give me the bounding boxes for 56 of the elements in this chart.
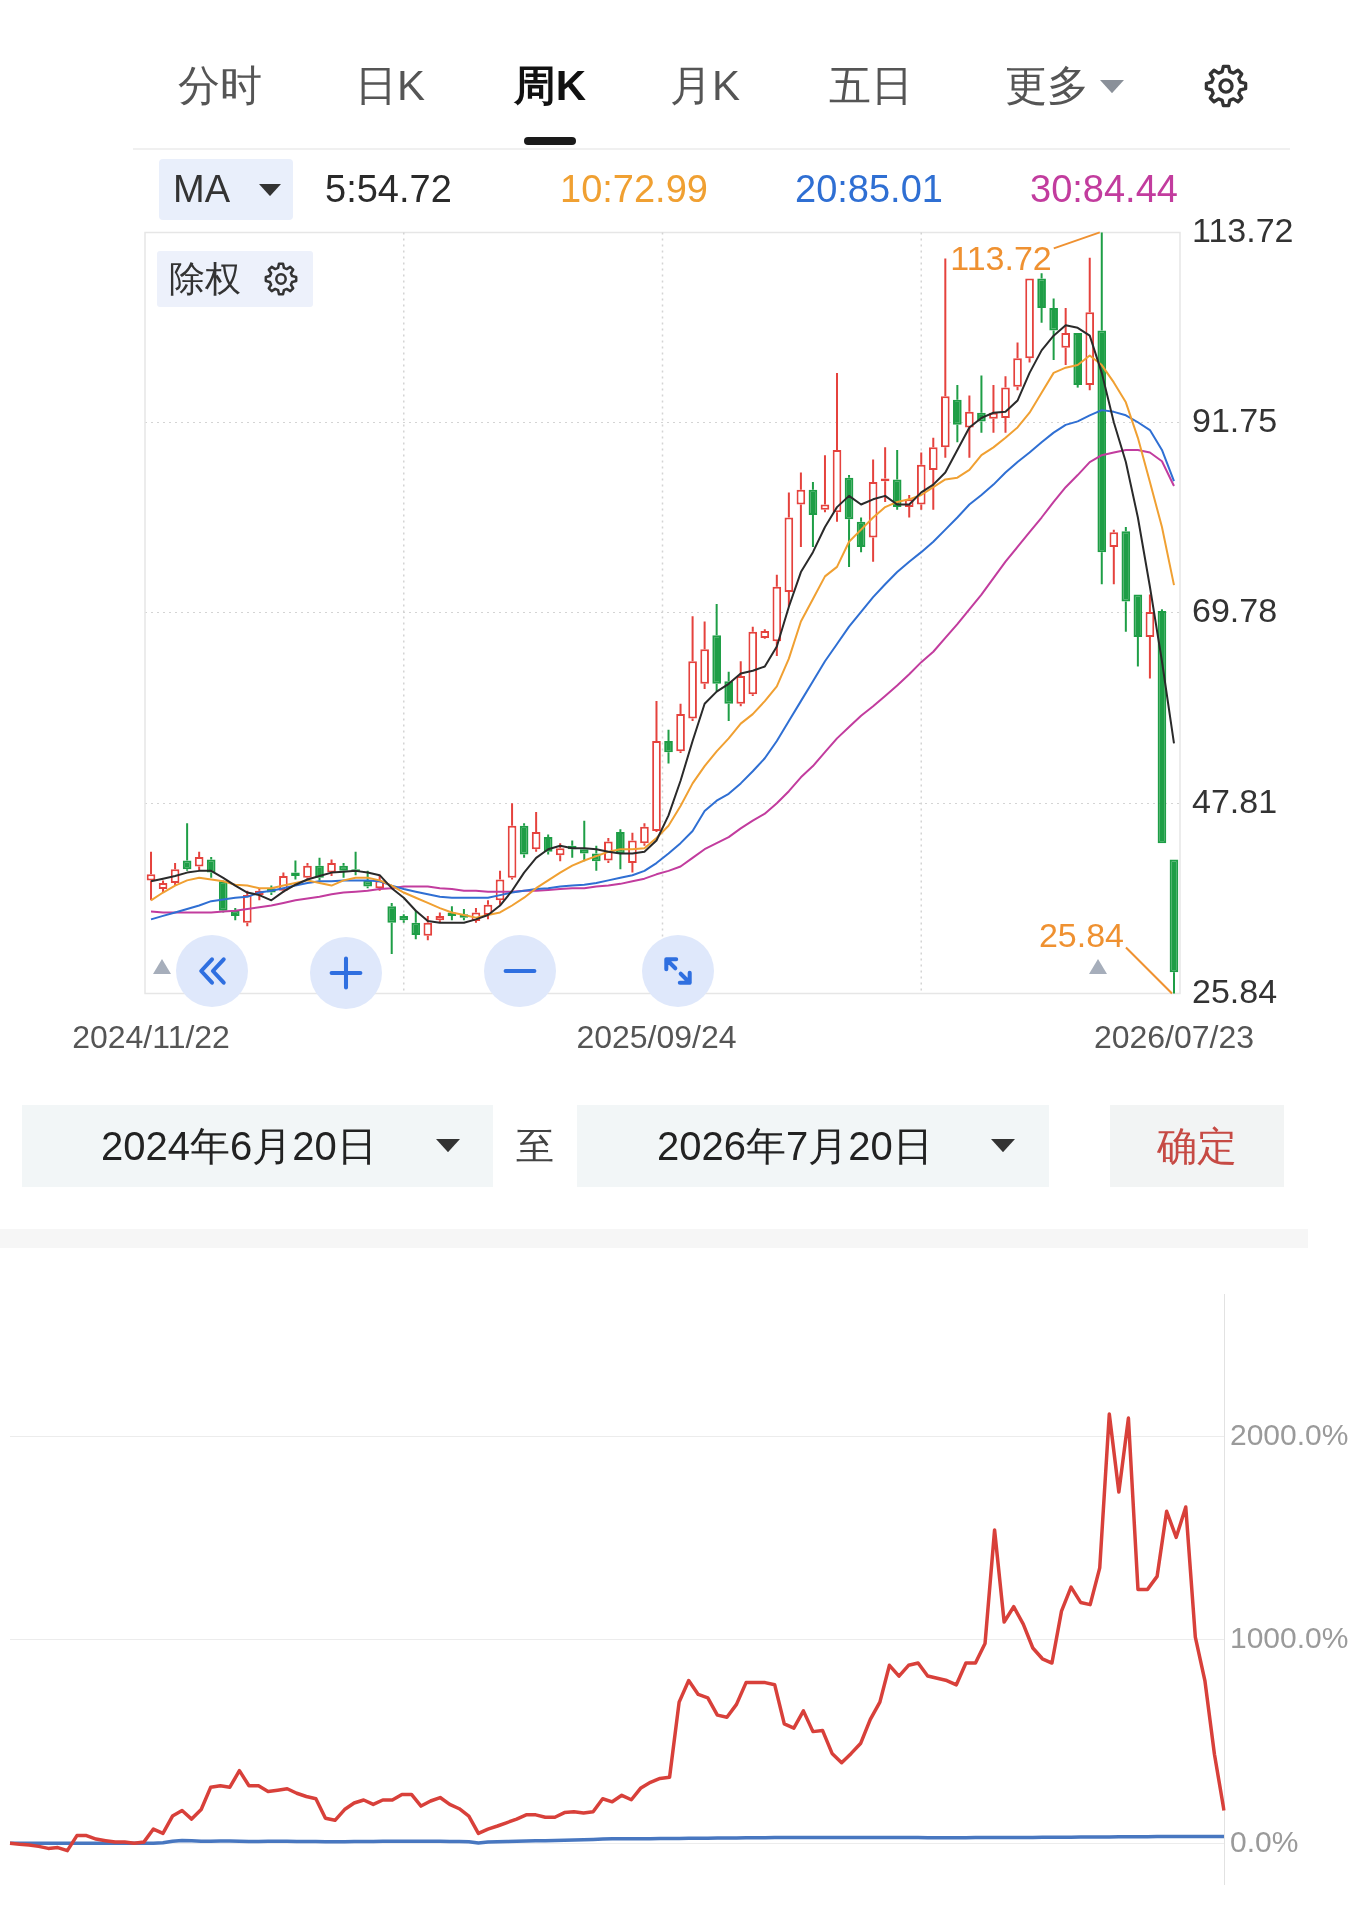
candlestick	[1085, 256, 1095, 392]
candlestick	[676, 702, 685, 755]
y-tick-label: 25.84	[1192, 971, 1278, 1010]
x-tick-label: 2026/07/23	[1093, 1018, 1255, 1055]
annotation: 除权	[169, 257, 241, 301]
text: 10:72.99	[560, 167, 708, 211]
candlestick	[1001, 375, 1010, 434]
candlestick	[989, 384, 998, 434]
text: 20:85.01	[795, 167, 943, 211]
text: 五日	[829, 61, 913, 111]
candlestick	[1073, 333, 1083, 389]
text: 至	[516, 1124, 554, 1169]
text: 日K	[354, 61, 426, 111]
text: 分时	[178, 61, 262, 111]
y-tick-label: 69.78	[1192, 591, 1278, 630]
y-tick-label: 47.81	[1192, 781, 1278, 820]
candlestick	[387, 901, 397, 956]
text: 更多	[1005, 61, 1089, 111]
y-tick-label: 2000.0%	[1230, 1417, 1349, 1451]
candlestick	[652, 700, 661, 832]
text: 30:84.44	[1030, 167, 1178, 211]
y-tick-label: 113.72	[1192, 210, 1294, 249]
text: 周K	[513, 61, 587, 111]
candlestick	[928, 436, 938, 511]
candlestick	[664, 728, 673, 765]
candlestick	[688, 615, 697, 723]
candlestick	[965, 394, 974, 459]
candlestick	[953, 384, 962, 444]
candlestick	[700, 620, 709, 690]
date-field: 2026年7月20日	[577, 1105, 1049, 1187]
dropdown-field: MA	[159, 159, 293, 220]
y-tick-label: 1000.0%	[1230, 1621, 1349, 1655]
text: 确定	[1157, 1123, 1237, 1170]
date-field: 2024年6月20日	[22, 1105, 493, 1187]
candlestick	[772, 573, 782, 658]
candlestick	[579, 819, 589, 863]
text: 月K	[669, 61, 741, 111]
candlestick	[182, 822, 192, 872]
candlestick	[712, 603, 721, 693]
candlestick	[724, 670, 734, 723]
candlestick	[1049, 297, 1058, 361]
candlestick	[1013, 341, 1022, 392]
candlestick	[1037, 272, 1046, 324]
candlestick	[940, 257, 950, 459]
y-tick-label: 0.0%	[1230, 1824, 1299, 1858]
candlestick	[1097, 231, 1107, 586]
candlestick	[1109, 528, 1119, 586]
candlestick	[748, 625, 758, 697]
annotation: 113.72	[950, 238, 1052, 277]
candlestick	[640, 822, 649, 847]
x-tick-label: 2024/11/22	[72, 1018, 230, 1055]
candlestick	[1061, 306, 1070, 367]
y-tick-label: 91.75	[1192, 401, 1278, 440]
x-tick-label: 2025/09/24	[576, 1018, 737, 1055]
annotation: 25.84	[1038, 915, 1124, 954]
legend-label: 5:54.72	[325, 167, 452, 211]
